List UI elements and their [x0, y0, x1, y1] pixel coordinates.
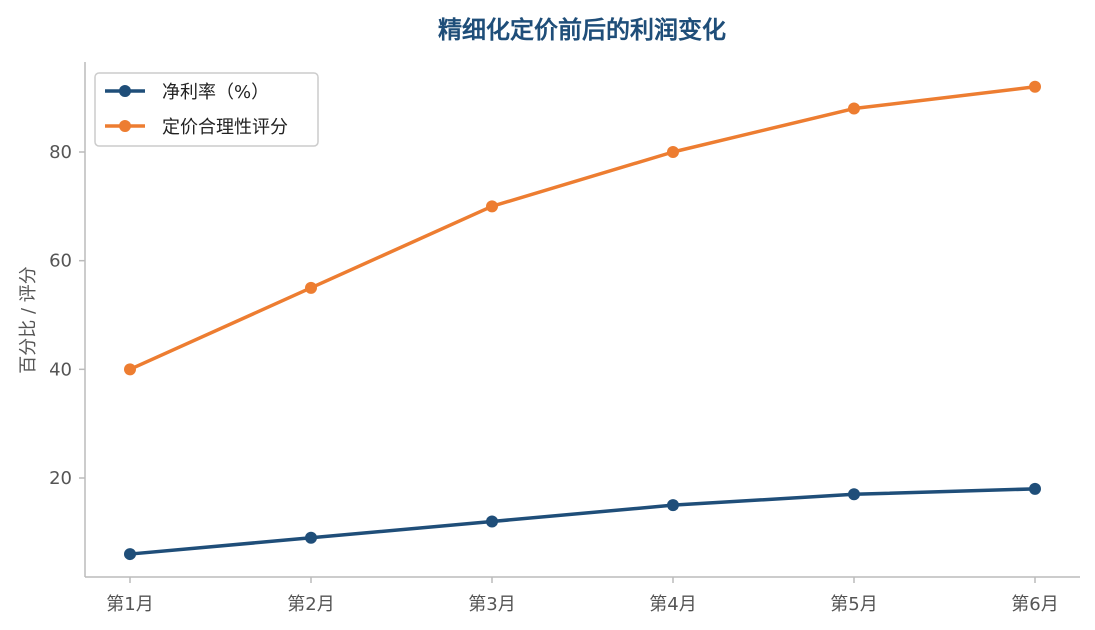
series-1 — [124, 482, 1041, 561]
data-point — [667, 146, 679, 158]
data-point — [1029, 80, 1041, 93]
x-tick-label: 第2月 — [287, 594, 334, 615]
data-point — [486, 515, 498, 528]
data-point — [848, 102, 860, 115]
y-axis-ticks: 20 40 60 80 — [49, 142, 85, 489]
x-tick-label: 第1月 — [106, 594, 153, 615]
x-tick-label: 第4月 — [649, 594, 696, 615]
legend: 净利率（%） 定价合理性评分 — [94, 72, 319, 147]
y-axis-title: 百分比 / 评分 — [18, 266, 39, 374]
x-tick-label: 第3月 — [468, 594, 515, 615]
data-point — [1029, 482, 1041, 495]
legend-label: 净利率（%） — [162, 82, 269, 103]
legend-box — [94, 72, 319, 147]
chart-title: 精细化定价前后的利润变化 — [438, 16, 726, 44]
data-point — [305, 531, 317, 544]
data-point — [124, 363, 136, 376]
series-line — [129, 487, 1036, 556]
x-tick-label: 第6月 — [1011, 594, 1058, 615]
legend-item: 定价合理性评分 — [105, 117, 288, 138]
x-tick-label: 第5月 — [830, 594, 877, 615]
series-layer — [124, 80, 1041, 561]
data-point — [486, 200, 498, 213]
data-point — [848, 488, 860, 501]
y-tick-label: 80 — [49, 142, 72, 163]
legend-swatch-marker — [119, 120, 131, 132]
legend-item: 净利率（%） — [105, 82, 269, 103]
legend-swatch-marker — [119, 85, 131, 97]
y-tick-label: 20 — [49, 468, 72, 489]
legend-label: 定价合理性评分 — [162, 117, 288, 138]
data-point — [305, 281, 317, 294]
data-point — [667, 499, 679, 512]
y-tick-label: 60 — [49, 251, 72, 272]
y-tick-label: 40 — [49, 359, 72, 380]
series-line — [129, 85, 1036, 371]
data-point — [124, 548, 136, 561]
series-2 — [124, 80, 1041, 376]
x-axis-ticks: 第1月 第2月 第3月 第4月 第5月 第6月 — [106, 577, 1059, 615]
